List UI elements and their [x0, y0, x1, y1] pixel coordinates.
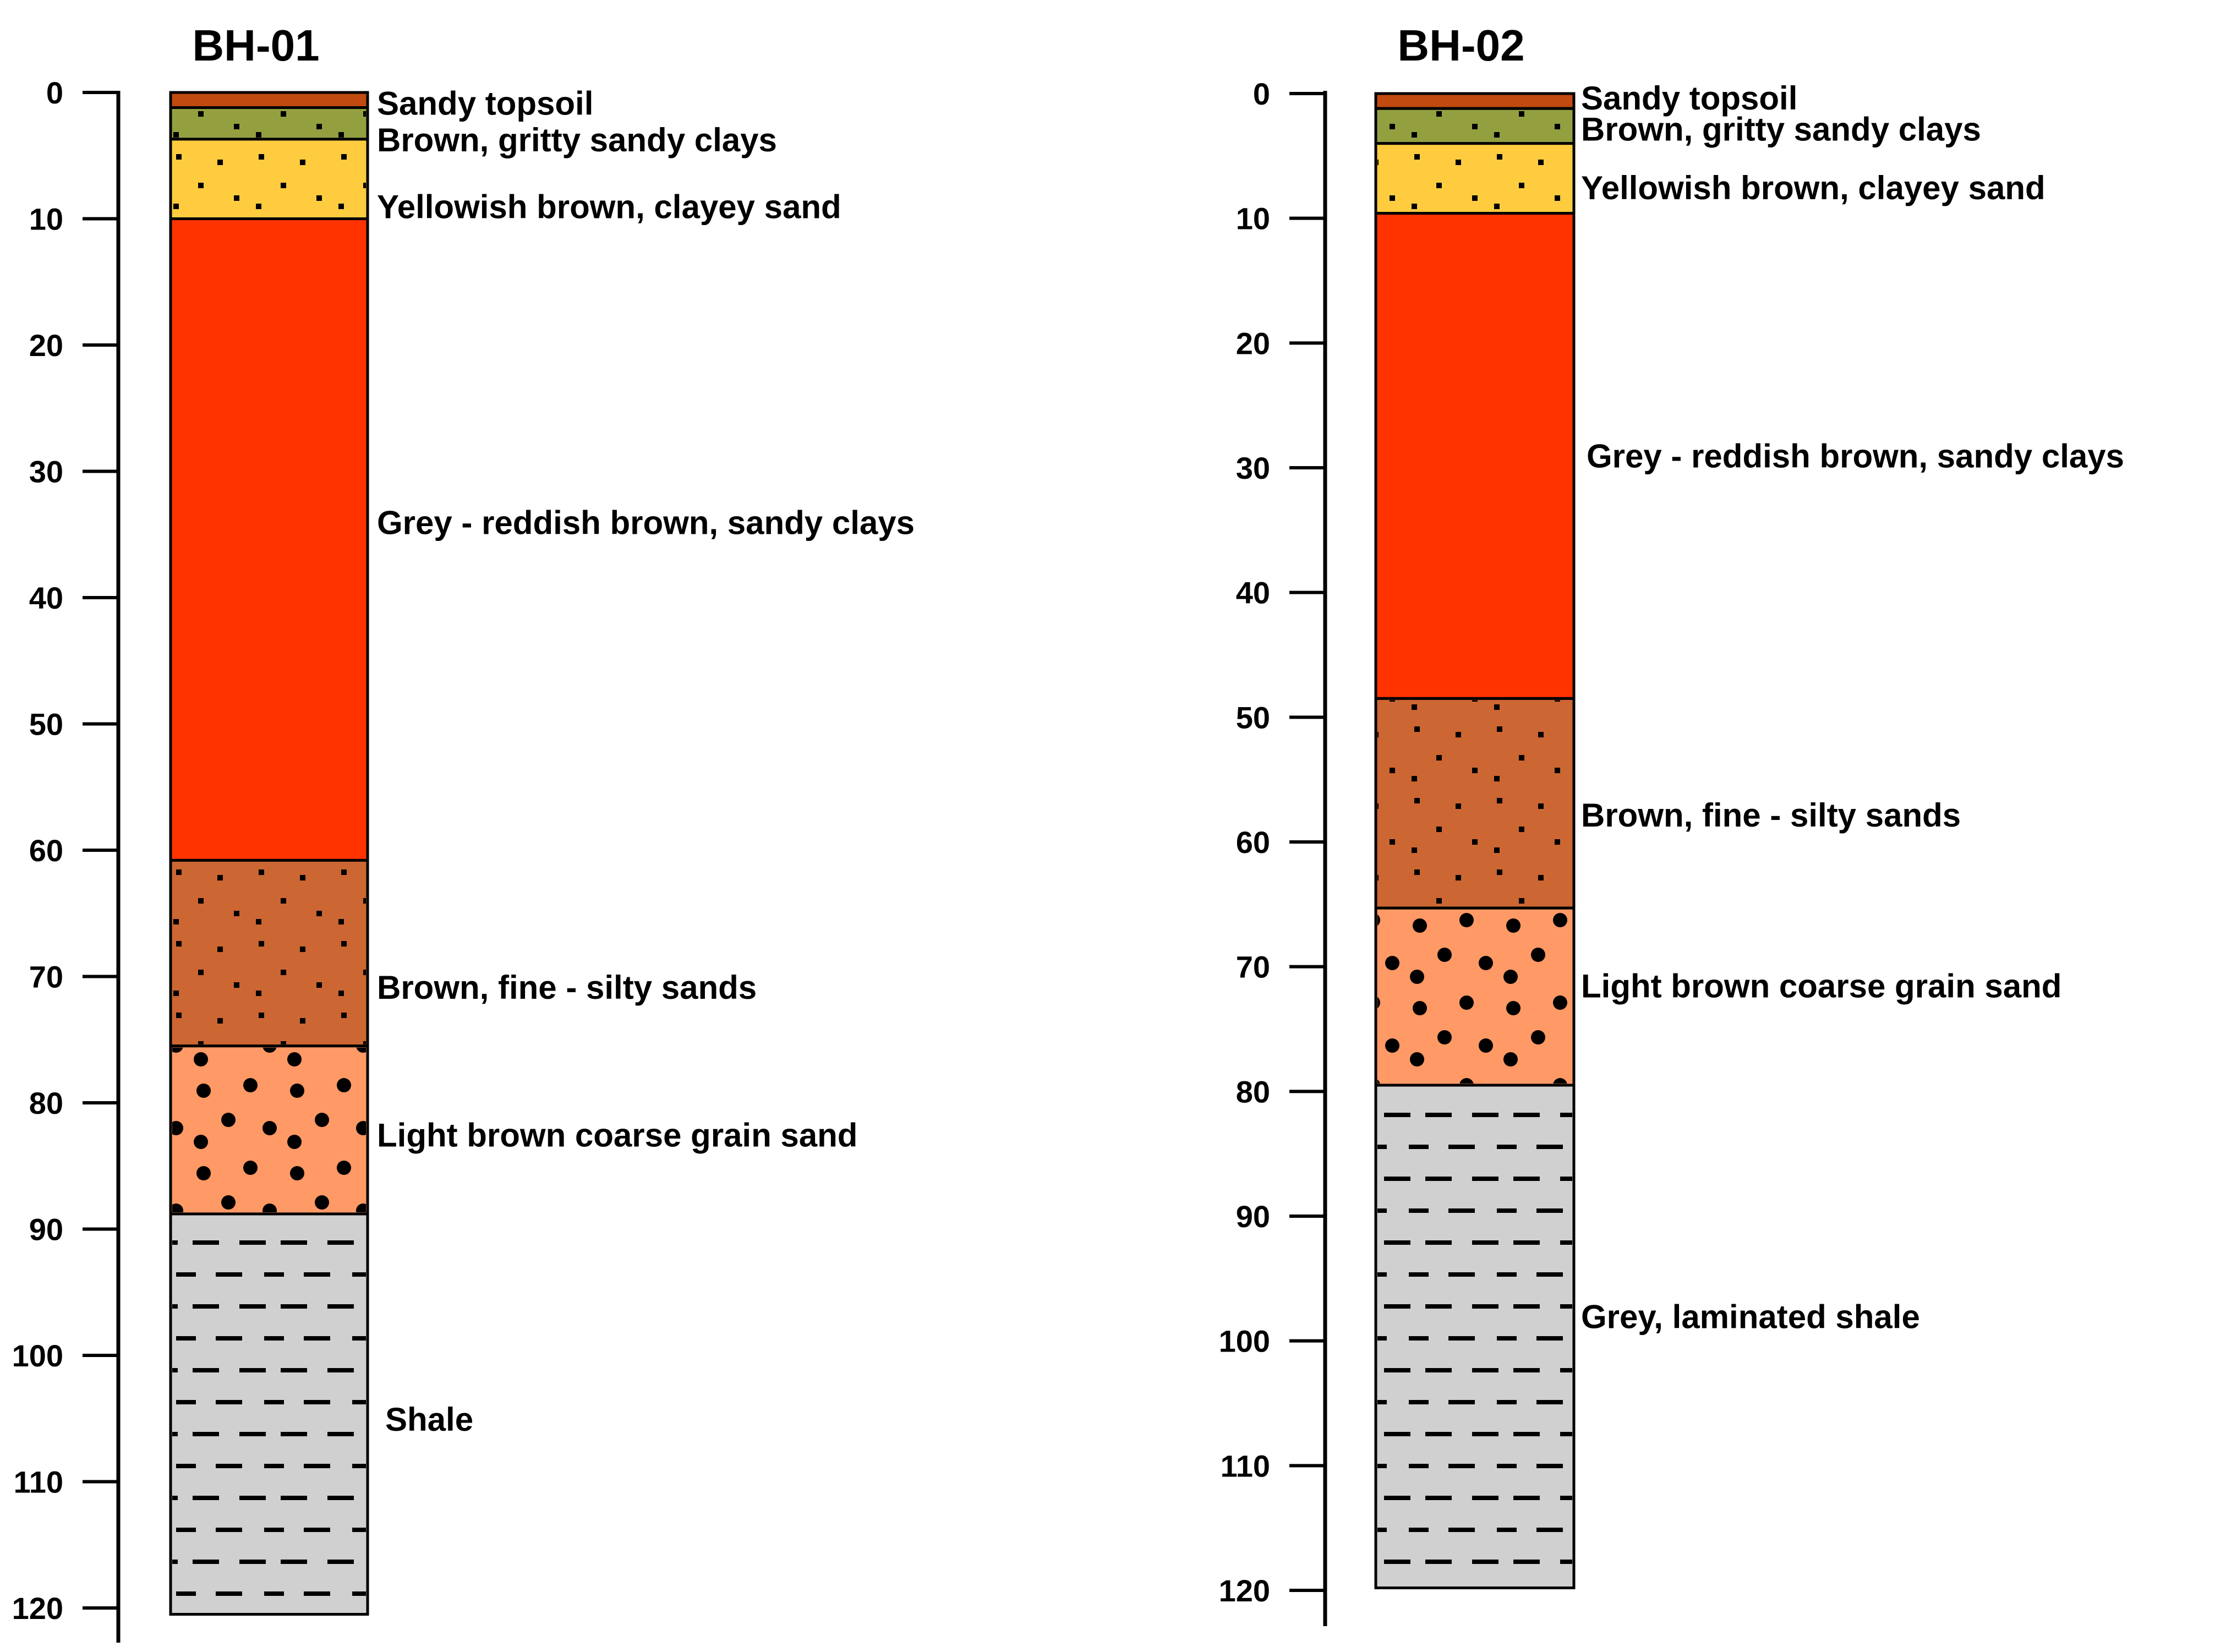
layer-pattern [1377, 110, 1572, 142]
layer-label: Yellowish brown, clayey sand [377, 189, 841, 226]
borehole-title: BH-02 [1397, 21, 1524, 70]
depth-tick-label: 30 [1236, 451, 1270, 485]
layer-pattern [172, 1047, 366, 1212]
depth-tick-label: 110 [1221, 1448, 1270, 1483]
depth-tick-label: 80 [29, 1086, 63, 1120]
depth-tick-label: 100 [12, 1338, 63, 1373]
borehole-bh-01: BH-01 0 10 20 30 40 50 60 70 80 90 100 110 120 Sandy… [12, 21, 915, 1643]
layer-label: Light brown coarse grain sand [377, 1117, 857, 1153]
depth-tick-label: 20 [29, 328, 63, 363]
depth-tick-label: 40 [29, 581, 63, 615]
depth-tick-label: 20 [1236, 326, 1270, 360]
layer-pattern [172, 140, 366, 217]
depth-tick-label: 0 [46, 75, 63, 110]
layer-label: Brown, gritty sandy clays [1581, 111, 1981, 147]
layer-fill [1374, 92, 1576, 110]
layer-pattern [1377, 910, 1572, 1084]
depth-tick-label: 110 [14, 1465, 63, 1500]
layer-fill [1374, 212, 1576, 700]
layer-label: Shale [385, 1401, 473, 1438]
depth-tick-label: 90 [29, 1212, 63, 1247]
depth-tick-label: 60 [1236, 825, 1270, 860]
depth-tick-label: 50 [1236, 700, 1270, 735]
layer-fill [169, 217, 369, 862]
depth-axis: 0 10 20 30 40 50 60 70 80 90 100 110 120 [1219, 76, 1327, 1626]
borehole-title: BH-01 [192, 21, 319, 70]
layer-label: Sandy topsoil [377, 85, 593, 122]
depth-tick-label: 120 [1219, 1573, 1270, 1608]
depth-tick-label: 120 [12, 1591, 63, 1626]
depth-tick-label: 30 [29, 455, 63, 489]
layer-column [1374, 92, 1576, 1589]
depth-tick-label: 50 [29, 707, 63, 742]
layer-fill [169, 91, 369, 110]
depth-tick-label: 0 [1253, 76, 1270, 111]
depth-tick-label: 10 [1236, 201, 1270, 236]
layer-pattern [1377, 1087, 1572, 1587]
layer-label: Yellowish brown, clayey sand [1581, 169, 2045, 206]
depth-tick-label: 80 [1236, 1074, 1270, 1109]
layer-column [169, 91, 369, 1616]
borehole-bh-02: BH-02 0 10 20 30 40 50 60 70 80 90 100 110 120 Sandy… [1219, 21, 2124, 1626]
layer-label: Brown, fine - silty sands [1581, 797, 1961, 834]
depth-tick-label: 60 [29, 833, 63, 868]
layer-label: Light brown coarse grain sand [1581, 968, 2061, 1005]
layer-pattern [1377, 700, 1572, 907]
depth-tick-label: 10 [29, 202, 63, 237]
layer-label: Grey - reddish brown, sandy clays [1587, 437, 2124, 474]
layer-label: Brown, fine - silty sands [377, 969, 757, 1006]
depth-tick-label: 70 [1236, 950, 1270, 984]
layer-pattern [172, 109, 366, 138]
depth-axis: 0 10 20 30 40 50 60 70 80 90 100 110 120 [12, 75, 121, 1643]
layer-label: Brown, gritty sandy clays [377, 122, 777, 158]
layer-pattern [172, 1215, 366, 1613]
depth-tick-label: 100 [1219, 1324, 1270, 1359]
depth-tick-label: 90 [1236, 1199, 1270, 1234]
depth-tick-label: 70 [29, 960, 63, 994]
layer-pattern [1377, 145, 1572, 212]
layer-label: Grey - reddish brown, sandy clays [377, 504, 915, 541]
layer-pattern [172, 862, 366, 1044]
layer-label: Grey, laminated shale [1581, 1298, 1920, 1335]
layer-label: Sandy topsoil [1581, 80, 1797, 117]
depth-tick-label: 40 [1236, 576, 1270, 610]
